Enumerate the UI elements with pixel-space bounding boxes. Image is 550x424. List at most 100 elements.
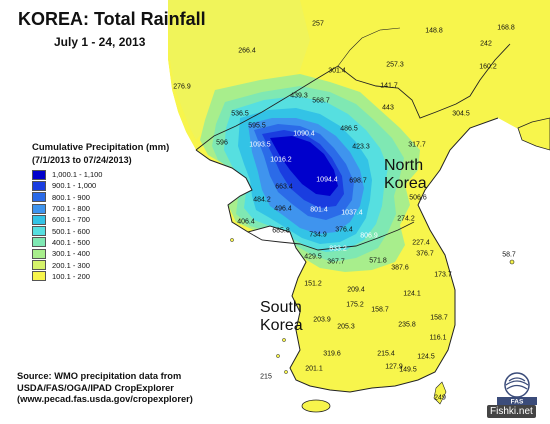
station-value-v698: 698.7 bbox=[349, 177, 367, 185]
station-value-v376b: 376.7 bbox=[416, 250, 434, 258]
station-value-v319: 319.6 bbox=[323, 350, 341, 358]
left-panel bbox=[0, 0, 168, 424]
legend-label: 500.1 - 600 bbox=[52, 226, 90, 236]
station-value-v201: 201.1 bbox=[305, 365, 323, 373]
legend-item: 900.1 - 1,000 bbox=[32, 180, 192, 191]
station-value-v249: 249 bbox=[434, 394, 446, 402]
legend-item: 800.1 - 900 bbox=[32, 192, 192, 203]
station-value-v443: 443 bbox=[382, 104, 394, 112]
legend-swatch bbox=[32, 180, 46, 191]
station-value-v596: 596 bbox=[216, 139, 228, 147]
legend-swatch bbox=[32, 248, 46, 259]
legend-label: 1,000.1 - 1,100 bbox=[52, 170, 103, 180]
station-value-v367: 367.7 bbox=[327, 258, 345, 266]
station-value-v124b: 124.5 bbox=[417, 353, 435, 361]
station-value-v429: 429.5 bbox=[304, 253, 322, 261]
station-value-v1016: 1016.2 bbox=[270, 156, 292, 164]
station-value-v406: 406.4 bbox=[237, 218, 255, 226]
station-value-v141: 141.7 bbox=[380, 82, 398, 90]
legend-swatch bbox=[32, 226, 46, 237]
legend-label: 900.1 - 1,000 bbox=[52, 181, 97, 191]
legend-item: 600.1 - 700 bbox=[32, 214, 192, 225]
station-value-v571: 571.8 bbox=[369, 257, 387, 265]
station-value-v257: 257 bbox=[312, 20, 324, 28]
legend-item: 200.1 - 300 bbox=[32, 259, 192, 271]
island-a bbox=[282, 338, 286, 342]
station-value-v1094: 1094.4 bbox=[316, 176, 338, 184]
station-value-v158b: 158.7 bbox=[430, 314, 448, 322]
legend-swatch bbox=[32, 192, 46, 203]
china-land bbox=[168, 0, 310, 140]
station-value-v1037: 1037.4 bbox=[341, 209, 363, 217]
legend-items: 1,000.1 - 1,100 900.1 - 1,000 800.1 - 900 7… bbox=[32, 169, 192, 282]
station-value-v595: 595.5 bbox=[248, 122, 266, 130]
station-value-v376: 376.4 bbox=[335, 226, 353, 234]
peninsula-coastline bbox=[195, 117, 499, 393]
tsushima-island bbox=[433, 381, 447, 405]
station-value-v439: 439.3 bbox=[290, 92, 308, 100]
station-value-v58: 58.7 bbox=[502, 251, 516, 259]
legend-swatch bbox=[32, 214, 46, 225]
station-value-v160: 160.2 bbox=[479, 63, 497, 71]
station-value-v685: 685.8 bbox=[272, 227, 290, 235]
station-value-v274: 274.2 bbox=[397, 215, 415, 223]
legend-item: 400.1 - 500 bbox=[32, 237, 192, 248]
station-value-v175: 175.2 bbox=[346, 301, 364, 309]
south-korea-label: South Korea bbox=[260, 299, 303, 335]
station-value-v209: 209.4 bbox=[347, 286, 365, 294]
station-value-v484: 484.2 bbox=[253, 196, 271, 204]
station-value-v304: 304.5 bbox=[452, 110, 470, 118]
legend-label: 800.1 - 900 bbox=[52, 192, 90, 202]
legend-swatch bbox=[32, 203, 46, 214]
legend-swatch bbox=[32, 260, 46, 271]
station-value-v151: 151.2 bbox=[304, 280, 322, 288]
station-value-v124: 124.1 bbox=[403, 290, 421, 298]
station-value-v227: 227.4 bbox=[412, 239, 430, 247]
island-c bbox=[284, 370, 288, 374]
zone-1000 bbox=[270, 136, 338, 196]
legend-period: (7/1/2013 to 07/24/2013) bbox=[32, 155, 132, 165]
station-value-v203: 203.9 bbox=[313, 316, 331, 324]
fas-logo-icon: FAS bbox=[497, 372, 537, 406]
station-value-v148: 148.8 bbox=[425, 27, 443, 35]
station-value-v168: 168.8 bbox=[497, 24, 515, 32]
japan-fragment bbox=[517, 117, 550, 151]
station-value-v116: 116.1 bbox=[429, 334, 447, 342]
north-korea-label-line1: North bbox=[384, 157, 424, 174]
station-value-v173: 173.7 bbox=[434, 271, 452, 279]
legend-label: 300.1 - 400 bbox=[52, 249, 90, 259]
station-value-v257b: 257.3 bbox=[386, 61, 404, 69]
station-value-v423: 423.3 bbox=[352, 143, 370, 151]
legend-item: 100.1 - 200 bbox=[32, 271, 192, 282]
station-value-v506: 506.6 bbox=[409, 194, 427, 202]
china-border bbox=[195, 43, 511, 151]
legend-swatch bbox=[32, 271, 46, 282]
station-value-v242: 242 bbox=[480, 40, 492, 48]
station-value-v317: 317.7 bbox=[408, 141, 426, 149]
station-value-v833: 833.2 bbox=[329, 245, 347, 253]
station-value-v266: 266.4 bbox=[238, 47, 256, 55]
station-value-v486: 486.5 bbox=[340, 125, 358, 133]
island-b bbox=[276, 354, 280, 358]
dmz-border bbox=[247, 221, 415, 251]
south-korea-label-line2: Korea bbox=[260, 317, 303, 334]
legend-label: 400.1 - 500 bbox=[52, 237, 90, 247]
logo-text: FAS bbox=[511, 399, 524, 406]
south-korea-label-line1: South bbox=[260, 299, 302, 316]
source-line-2: USDA/FAS/OGA/IPAD CropExplorer bbox=[17, 382, 174, 393]
station-value-v1090: 1090.4 bbox=[293, 130, 315, 138]
island-d bbox=[230, 238, 234, 242]
map-title: KOREA: Total Rainfall bbox=[18, 9, 206, 29]
station-value-v387: 387.6 bbox=[391, 264, 409, 272]
station-value-v536: 536.5 bbox=[231, 110, 249, 118]
station-value-v734: 734.9 bbox=[309, 231, 327, 239]
legend-item: 300.1 - 400 bbox=[32, 248, 192, 259]
legend-label: 700.1 - 800 bbox=[52, 204, 90, 214]
station-value-v235: 235.8 bbox=[398, 321, 416, 329]
station-value-v496: 496.4 bbox=[274, 205, 292, 213]
north-korea-label: North Korea bbox=[384, 157, 427, 193]
station-value-v158: 158.7 bbox=[371, 306, 389, 314]
